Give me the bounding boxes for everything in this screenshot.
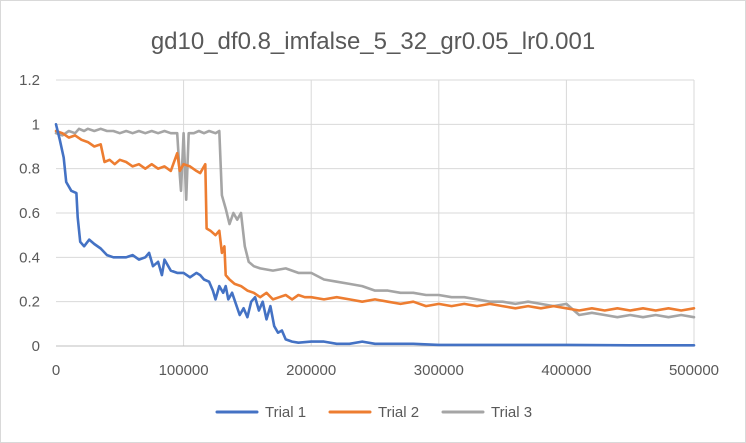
y-tick-label: 1.2 [19,72,40,89]
y-tick-label: 0.4 [19,249,40,266]
legend: Trial 1 Trial 2 Trial 3 [215,404,532,421]
legend-label-2: Trial 2 [378,404,419,421]
series-line-3 [54,127,696,319]
x-tick-label: 0 [52,362,60,379]
chart-title: gd10_df0.8_imfalse_5_32_gr0.05_lr0.001 [151,28,595,55]
gridlines [56,79,695,346]
x-tick-label: 400000 [541,362,591,379]
y-tick-label: 1 [32,116,40,133]
legend-label-1: Trial 1 [265,404,306,421]
x-tick-label: 200000 [286,362,336,379]
x-tick-label: 100000 [159,362,209,379]
y-tick-label: 0.6 [19,205,40,222]
series-line-1 [54,123,696,347]
legend-label-3: Trial 3 [491,404,532,421]
y-tick-label: 0 [32,338,40,355]
axes: 0 0.2 0.4 0.6 0.8 1 1.2 0 100000 200000 300000 4000… [19,72,719,379]
x-tick-label: 300000 [414,362,464,379]
series-line-2 [54,129,696,312]
x-tick-label: 500000 [669,362,719,379]
y-tick-label: 0.8 [19,161,40,178]
series-lines [54,123,696,347]
y-tick-label: 0.2 [19,294,40,311]
